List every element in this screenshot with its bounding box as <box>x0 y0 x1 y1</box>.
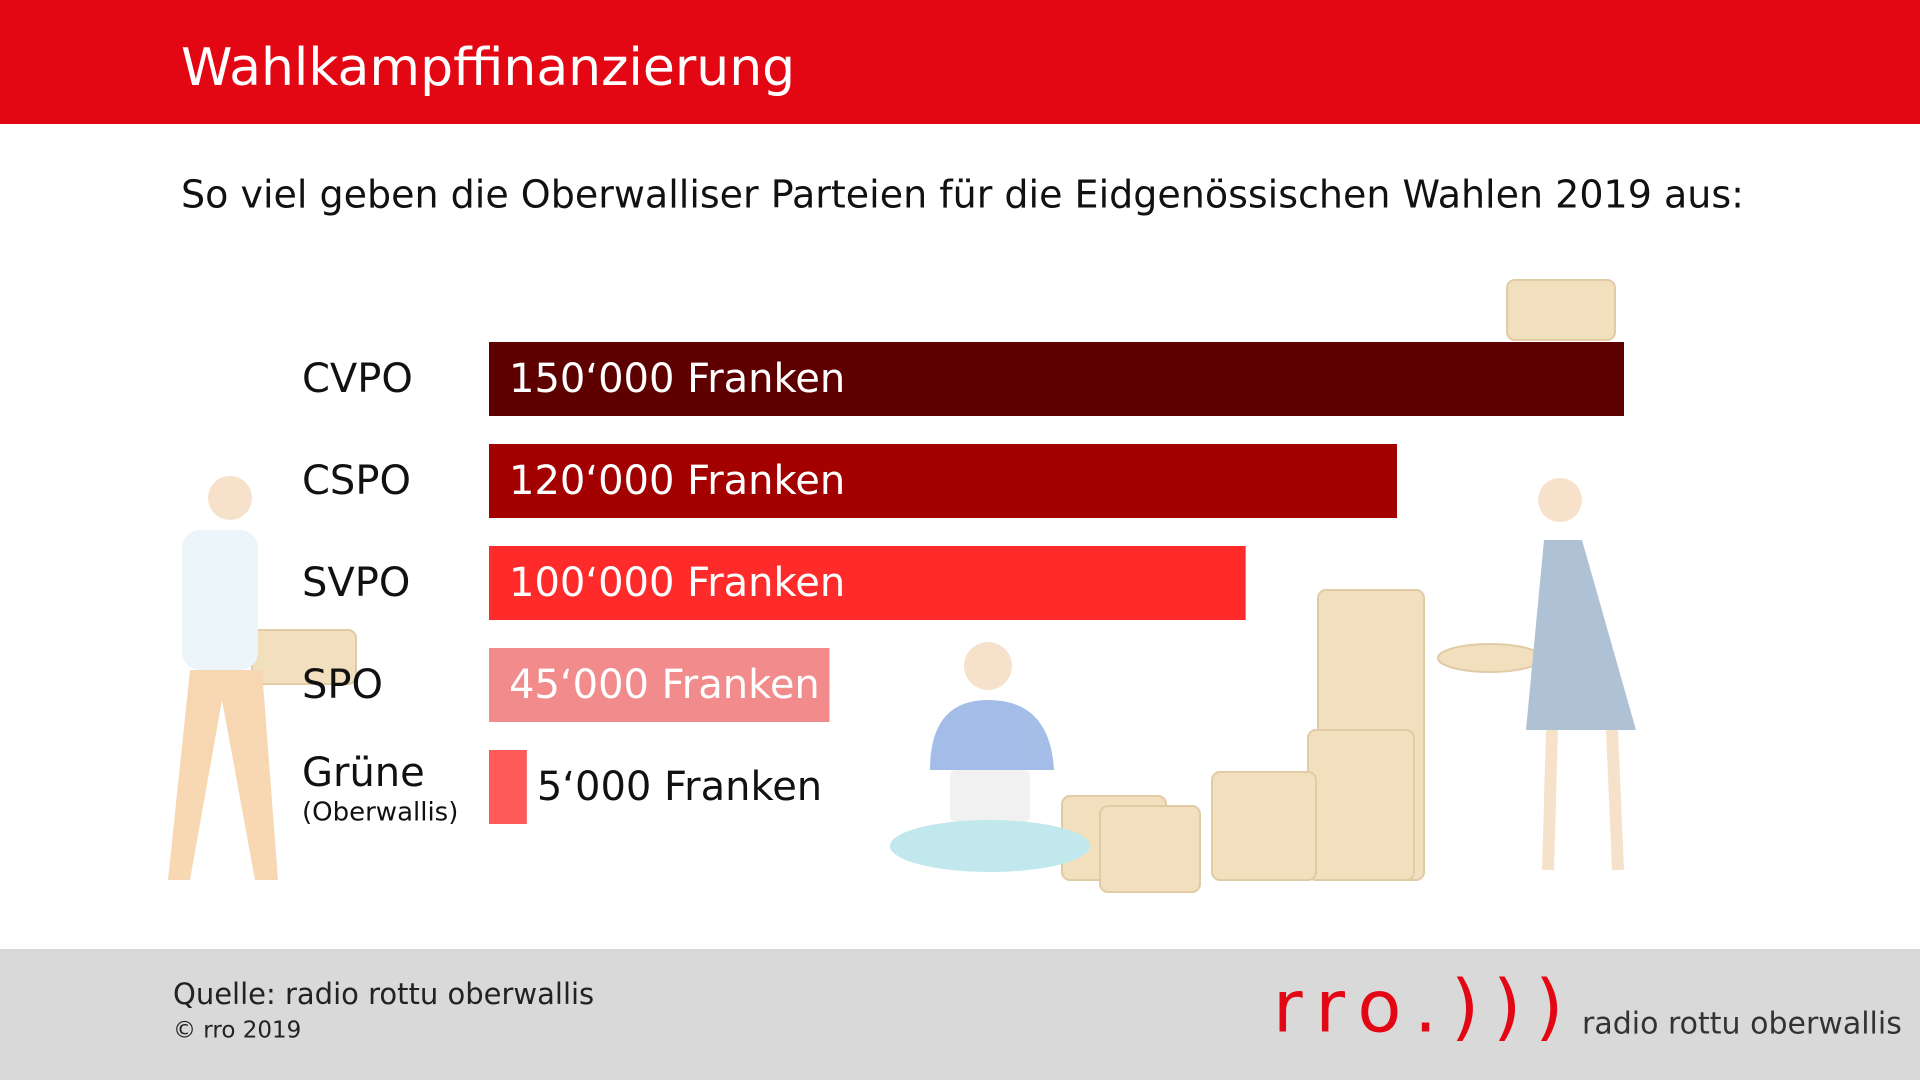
category-label: CVPO <box>302 356 413 402</box>
category-label: SVPO <box>302 560 410 606</box>
bar <box>489 750 527 824</box>
illustration <box>168 279 1636 893</box>
value-label: 45‘000 Franken <box>509 662 820 708</box>
category-note: (Oberwallis) <box>302 798 458 828</box>
footer-source: Quelle: radio rottu oberwallis <box>173 977 594 1011</box>
category-label: Grüne <box>302 750 425 796</box>
chart-subtitle: So viel geben die Oberwalliser Parteien … <box>181 173 1744 217</box>
logo-tagline: radio rottu oberwallis <box>1582 1007 1902 1042</box>
chart-title: Wahlkampffinanzierung <box>181 38 795 98</box>
bar <box>489 342 1624 416</box>
category-label: CSPO <box>302 458 411 504</box>
footer-bar <box>0 949 1920 1080</box>
logo: rro.))) <box>1273 965 1577 1049</box>
bar <box>489 546 1246 620</box>
footer-copyright: © rro 2019 <box>173 1018 301 1044</box>
value-label: 5‘000 Franken <box>537 764 822 810</box>
header-bar <box>0 0 1920 124</box>
value-label: 150‘000 Franken <box>509 356 845 402</box>
value-label: 120‘000 Franken <box>509 458 845 504</box>
bar <box>489 648 830 722</box>
bar <box>489 444 1397 518</box>
category-label: SPO <box>302 662 383 708</box>
value-label: 100‘000 Franken <box>509 560 845 606</box>
